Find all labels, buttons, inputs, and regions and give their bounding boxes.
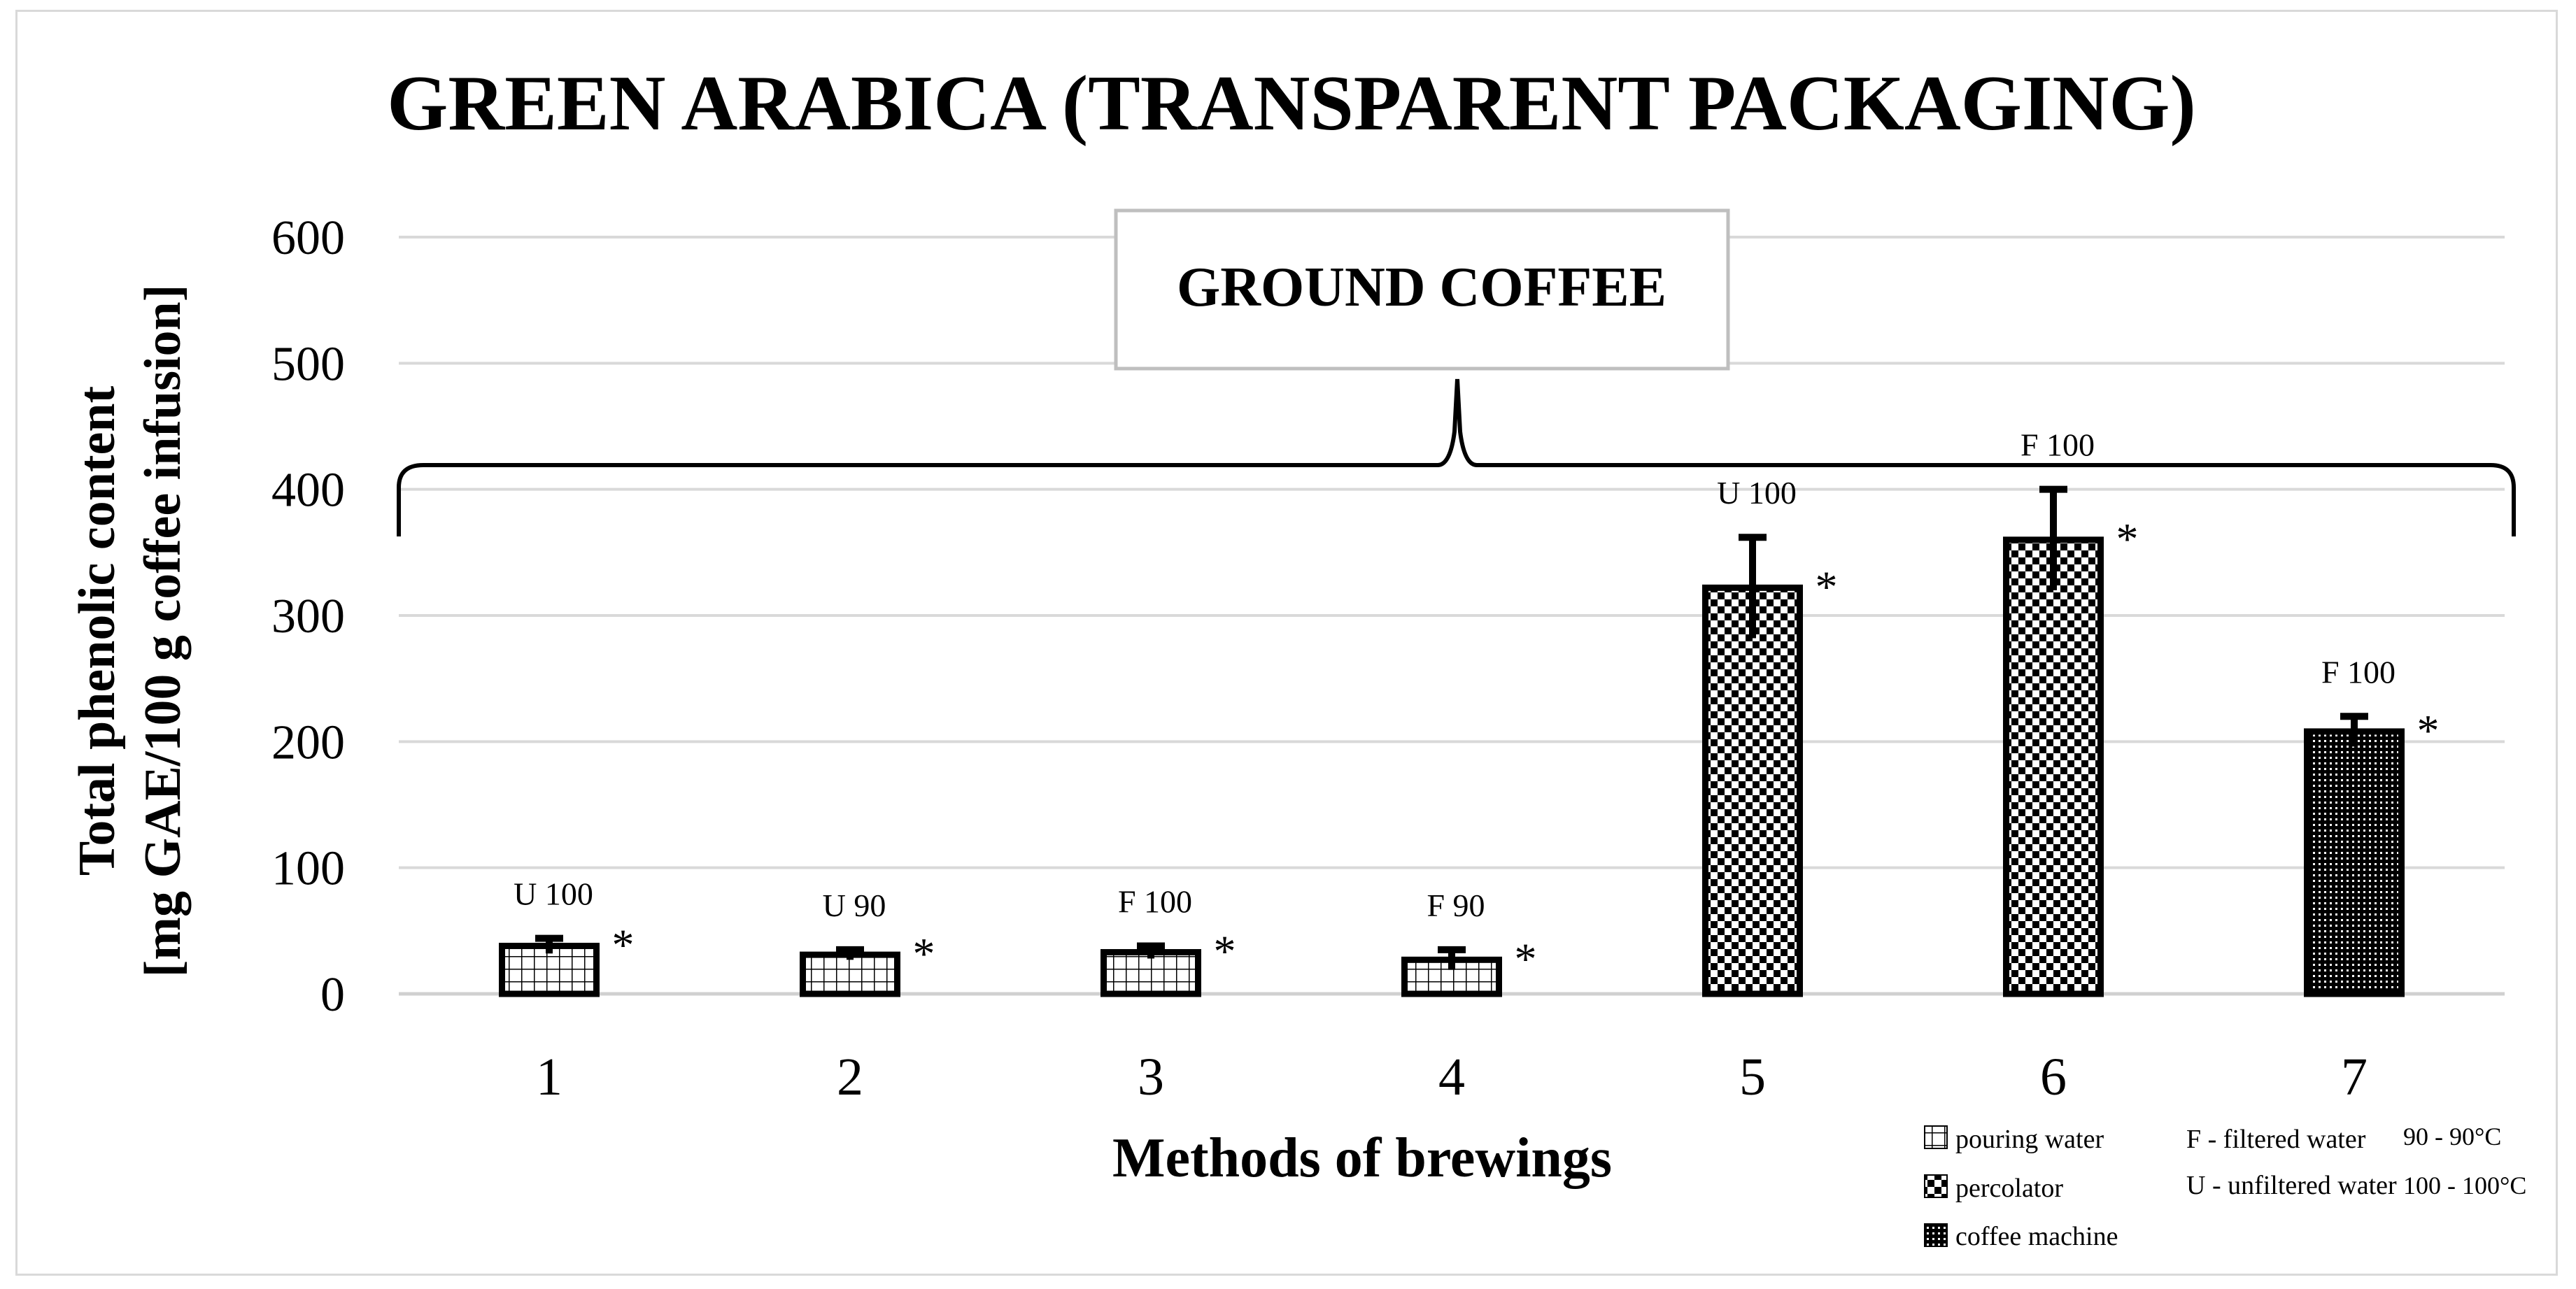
bar-group-1: U 100 * 1 <box>499 876 635 1106</box>
bar-2 <box>800 951 900 997</box>
significance-mark-2: * <box>913 929 935 978</box>
bar-label-3: F 100 <box>1118 883 1192 919</box>
bar-label-1: U 100 <box>514 876 593 912</box>
chart-svg: GREEN ARABICA (TRANSPARENT PACKAGING) 0 1… <box>69 60 2526 1251</box>
bar-group-4: F 90 * 4 <box>1401 888 1537 1106</box>
y-tick-label-300: 300 <box>271 590 345 643</box>
y-axis-label-line1: Total phenolic content <box>69 385 126 876</box>
y-axis-label-line2: [mg GAE/100 g coffee infusion] <box>134 285 192 978</box>
x-tick-label-1: 1 <box>536 1048 562 1106</box>
x-axis-label: Methods of brewings <box>1112 1127 1612 1189</box>
y-axis-ticks: 0 100 200 300 400 500 600 <box>271 211 345 1022</box>
x-tick-label-6: 6 <box>2040 1048 2067 1106</box>
bar-label-2: U 90 <box>823 888 886 923</box>
bar-group-6: F 100 * 6 <box>2003 427 2139 1106</box>
bars: U 100 * 1 U 90 * 2 F 100 * 3 F 90 * 4 U 100 * 5 F 100 * 6… <box>499 427 2440 1106</box>
legend-swatch-checker <box>1924 1174 1948 1198</box>
y-tick-label-200: 200 <box>271 715 345 769</box>
y-tick-label-100: 100 <box>271 842 345 896</box>
legend-temp-90: 90 - 90°C <box>2403 1123 2501 1151</box>
legend-unfiltered-water: U - unfiltered water <box>2186 1171 2397 1200</box>
legend: pouring water percolator coffee machine … <box>1924 1123 2526 1251</box>
significance-mark-1: * <box>612 920 635 969</box>
x-tick-label-4: 4 <box>1438 1048 1465 1106</box>
bar-6 <box>2003 536 2104 997</box>
chart-title: GREEN ARABICA (TRANSPARENT PACKAGING) <box>387 60 2196 147</box>
group-brace-path <box>397 378 2516 536</box>
bar-label-7: F 100 <box>2321 654 2395 690</box>
legend-filtered-water: F - filtered water <box>2186 1125 2366 1154</box>
legend-temp-100: 100 - 100°C <box>2403 1172 2526 1199</box>
significance-mark-3: * <box>1214 926 1236 976</box>
y-tick-label-0: 0 <box>320 968 345 1022</box>
significance-mark-5: * <box>1816 562 1838 611</box>
bar-1 <box>499 942 600 997</box>
bar-group-2: U 90 * 2 <box>800 888 935 1106</box>
legend-swatch-grid <box>1924 1125 1948 1149</box>
significance-mark-7: * <box>2417 706 2440 755</box>
y-tick-label-500: 500 <box>271 337 345 391</box>
legend-label-pouring-water: pouring water <box>1955 1125 2104 1154</box>
group-label-box <box>1114 208 1730 371</box>
bar-group-7: F 100 * 7 <box>2304 654 2440 1106</box>
x-tick-label-5: 5 <box>1739 1048 1766 1106</box>
bar-7 <box>2304 728 2405 997</box>
bar-group-3: F 100 * 3 <box>1101 883 1236 1106</box>
significance-mark-6: * <box>2116 514 2139 564</box>
x-tick-label-3: 3 <box>1138 1048 1164 1106</box>
group-label: GROUND COFFEE <box>1177 257 1666 318</box>
y-tick-label-600: 600 <box>271 211 345 265</box>
x-tick-label-2: 2 <box>837 1048 863 1106</box>
bar-group-5: U 100 * 5 <box>1702 475 1838 1106</box>
x-tick-label-7: 7 <box>2341 1048 2368 1106</box>
legend-swatch-dots <box>1924 1223 1948 1247</box>
bar-label-6: F 100 <box>2021 427 2095 463</box>
bar-label-5: U 100 <box>1717 475 1797 511</box>
legend-label-coffee-machine: coffee machine <box>1955 1222 2118 1251</box>
significance-mark-4: * <box>1515 934 1537 983</box>
chart-frame: GREEN ARABICA (TRANSPARENT PACKAGING) 0 1… <box>15 10 2558 1276</box>
bar-5 <box>1702 584 1803 997</box>
group-brace: GROUND COFFEE <box>397 208 2516 536</box>
bar-label-4: F 90 <box>1427 888 1485 923</box>
y-tick-label-400: 400 <box>271 464 345 518</box>
legend-label-percolator: percolator <box>1955 1174 2063 1203</box>
